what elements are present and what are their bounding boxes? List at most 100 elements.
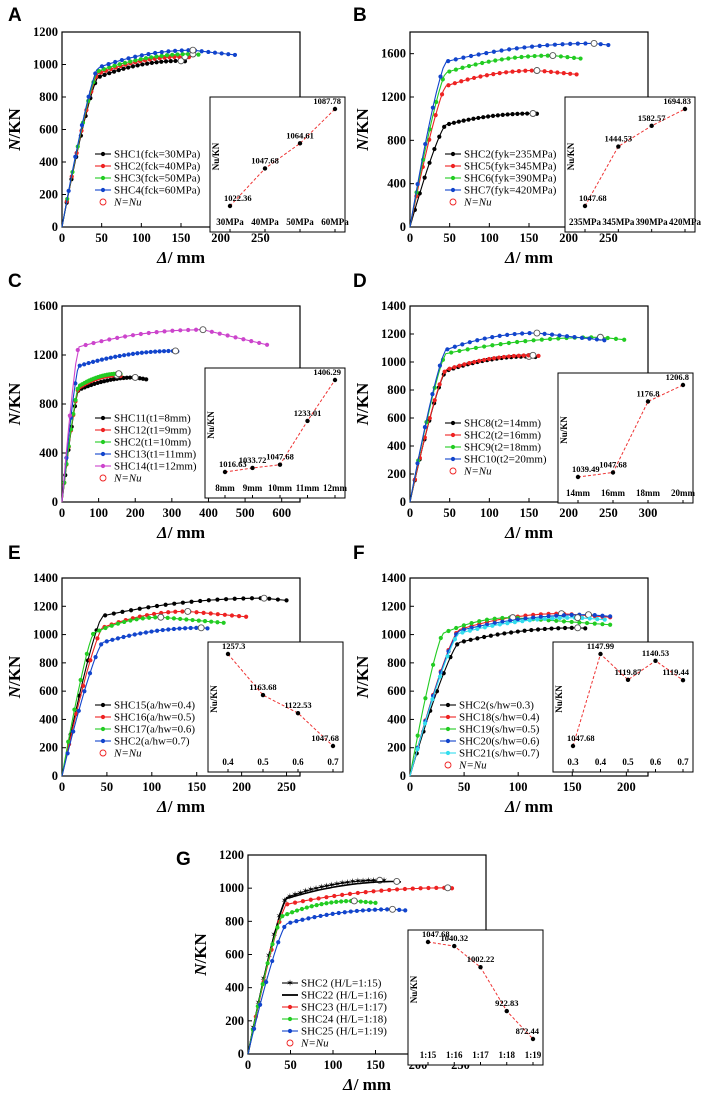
data-point [598, 42, 603, 47]
data-point [194, 625, 199, 630]
data-point [130, 64, 136, 69]
data-point [529, 627, 534, 633]
data-point [457, 363, 462, 368]
data-point [104, 356, 109, 361]
x-axis-label: Δ/ mm [156, 248, 205, 267]
data-point [515, 111, 520, 116]
x-tick-label: 100 [142, 780, 161, 794]
data-point [71, 729, 76, 734]
data-point [122, 619, 127, 625]
data-point [159, 50, 164, 55]
inset-point [625, 677, 631, 682]
series-5 [61, 326, 270, 503]
inset-point [649, 123, 654, 129]
y-tick-label: 800 [39, 397, 58, 411]
data-point [453, 57, 458, 62]
data-point [180, 609, 185, 614]
inset-data-label: 1163.68 [249, 682, 276, 692]
data-point [430, 662, 436, 667]
data-point [565, 55, 570, 60]
legend-marker [450, 163, 456, 169]
data-point [434, 885, 439, 890]
data-point [209, 619, 214, 624]
data-point [275, 597, 280, 602]
data-point [497, 71, 502, 76]
data-point [445, 654, 450, 659]
data-point [527, 618, 532, 623]
peak-marker [444, 884, 452, 892]
inset-point [653, 658, 658, 664]
data-point [583, 626, 588, 631]
data-point: ✶ [344, 878, 352, 888]
data-point [574, 72, 579, 77]
data-point [426, 885, 431, 891]
data-point [467, 340, 472, 345]
series-line [409, 55, 581, 228]
data-point [430, 697, 435, 702]
x-axis-label: Δ/ mm [504, 797, 553, 816]
data-point [608, 614, 613, 619]
data-point [111, 611, 116, 616]
x-tick-label: 0 [59, 231, 65, 245]
legend-marker [450, 151, 456, 157]
x-tick-label: 100 [480, 231, 499, 245]
inset-point [295, 710, 301, 716]
data-point [490, 343, 495, 348]
data-point [155, 628, 160, 633]
data-point [111, 377, 116, 382]
data-point [473, 62, 478, 67]
inset-data-label: 1119.87 [615, 667, 642, 677]
legend-entry: SHC22 (H/L=1:16) [301, 990, 387, 1002]
x-axis-label: Δ/ mm [342, 1075, 391, 1094]
data-point [622, 337, 627, 342]
data-point: ✶ [349, 878, 357, 888]
data-point [334, 899, 339, 905]
data-point [132, 632, 137, 637]
legend-marker [450, 187, 456, 193]
data-point [190, 617, 195, 623]
data-point [579, 335, 585, 340]
data-point [561, 71, 566, 76]
series-line [61, 49, 235, 228]
inset-data-label: 1047.68 [251, 155, 279, 165]
data-point [143, 630, 149, 635]
data-point [177, 626, 182, 631]
y-tick-label: 1000 [33, 628, 58, 642]
data-point [196, 52, 201, 57]
data-point [537, 43, 542, 48]
peak-marker [533, 67, 541, 74]
legend-entry-peak: N=Nu [458, 760, 487, 772]
data-point [520, 111, 525, 116]
data-point [160, 627, 165, 633]
legend-marker [445, 750, 451, 756]
legend-marker [100, 415, 106, 421]
data-point [457, 348, 462, 354]
data-point [529, 68, 534, 73]
series-2 [61, 607, 249, 777]
inset-data-label: 1047.68 [266, 452, 294, 462]
data-point [81, 683, 86, 688]
legend-marker: ✶ [286, 979, 294, 989]
data-point [373, 900, 378, 905]
data-point [438, 635, 443, 641]
legend-marker-peak [286, 1039, 294, 1047]
data-point [527, 331, 532, 336]
data-point [225, 333, 230, 338]
inset-chart: 1016.63 8mm 1033.72 9mm 1047.68 10mm 1233.01 11… [204, 367, 347, 499]
data-point [264, 979, 269, 985]
data-point [460, 65, 465, 70]
inset-chart: 1022.36 30MPa 1047.68 40MPa 1064.61 50MPa 1087… [209, 96, 349, 233]
data-point [569, 612, 574, 618]
data-point [452, 365, 457, 370]
legend-marker [100, 175, 106, 181]
legend-marker [287, 1028, 293, 1034]
inset-frame [209, 96, 346, 233]
data-point [128, 618, 133, 623]
data-point [548, 69, 554, 74]
legend-marker [100, 714, 106, 720]
data-point [437, 674, 443, 679]
data-point [529, 44, 535, 49]
inset-chart: 1257.3 0.4 1163.68 0.5 1122.53 0.6 1047.68 0.7 N… [207, 641, 344, 773]
data-point [144, 377, 149, 382]
data-point [163, 602, 168, 607]
